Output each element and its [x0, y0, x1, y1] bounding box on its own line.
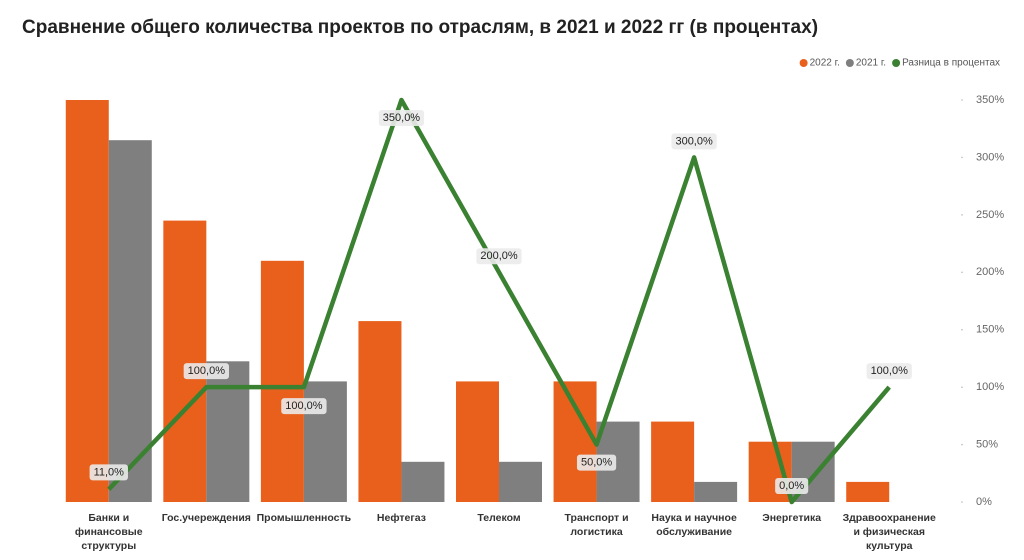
bar: [651, 421, 695, 502]
tick-mark: [961, 99, 963, 101]
data-label-text: 200,0%: [480, 250, 518, 262]
data-label-bg: [671, 133, 717, 150]
y2-tick-label: 250%: [976, 209, 1004, 221]
data-label-text: 50,0%: [581, 456, 612, 468]
x-tick-label: Наука и научное обслуживание: [651, 512, 737, 538]
x-tick-label: Здравоохранение и физическая культура: [842, 512, 936, 552]
data-label-bg: [89, 464, 128, 481]
legend-label[interactable]: Разница в процентах: [902, 58, 1000, 69]
legend-marker: [892, 59, 901, 67]
data-label: 100,0%: [866, 363, 912, 380]
bar: [401, 461, 445, 502]
y2-tick-label: 0%: [976, 496, 992, 508]
data-label-text: 0,0%: [779, 480, 804, 492]
data-label-text: 11,0%: [94, 466, 125, 478]
tick-mark: [961, 443, 963, 446]
y2-tick-label: 50%: [976, 438, 998, 450]
y2-tick-label: 350%: [976, 94, 1004, 106]
bar: [846, 481, 890, 502]
data-label-text: 300,0%: [675, 135, 713, 147]
x-tick-label: Телеком: [477, 512, 521, 524]
y2-tick-label: 150%: [976, 324, 1004, 336]
data-label-bg: [378, 110, 425, 126]
data-label: 200,0%: [476, 248, 522, 265]
data-label: 350,0%: [378, 110, 425, 126]
bar: [456, 381, 499, 502]
data-label-bg: [576, 454, 617, 471]
bar: [694, 481, 738, 502]
tick-mark: [961, 501, 963, 503]
data-label-text: 100,0%: [188, 365, 226, 377]
bar: [499, 461, 542, 502]
legend-label[interactable]: 2022 г.: [810, 58, 840, 69]
data-label: 300,0%: [671, 133, 717, 150]
bar: [65, 100, 109, 502]
data-label: 100,0%: [183, 363, 229, 380]
data-label-bg: [775, 478, 809, 494]
bar: [163, 220, 207, 502]
line: [107, 97, 891, 505]
data-label-bg: [476, 248, 522, 265]
bar: [260, 260, 304, 502]
tick-mark: [961, 328, 963, 331]
data-label: 50,0%: [576, 454, 617, 471]
chart-title: Сравнение общего количества проектов по …: [22, 17, 818, 38]
x-tick-label: Банки и финансовые структуры: [74, 512, 143, 552]
x-tick-label: Транспорт и логистика: [564, 512, 629, 538]
x-tick-label: Промышленность: [256, 512, 352, 524]
data-label: 0,0%: [775, 478, 809, 494]
data-label-bg: [281, 398, 327, 415]
x-tick-label: Нефтегаз: [376, 512, 426, 524]
data-label-bg: [183, 363, 229, 380]
data-label-text: 100,0%: [871, 365, 909, 377]
bar: [206, 361, 250, 502]
bar: [553, 381, 597, 502]
tick-mark: [961, 386, 963, 388]
data-label: 100,0%: [281, 398, 327, 415]
tick-mark: [961, 156, 963, 159]
tick-mark: [961, 271, 963, 274]
tick-mark: [961, 214, 963, 216]
data-label: 11,0%: [89, 464, 128, 481]
legend-marker: [845, 59, 854, 67]
y2-tick-label: 100%: [976, 381, 1004, 393]
data-label-bg: [866, 363, 912, 380]
bar: [358, 321, 402, 502]
bar: [108, 140, 152, 502]
y2-tick-label: 200%: [976, 266, 1004, 278]
data-label-text: 350,0%: [383, 112, 421, 124]
data-label-text: 100,0%: [285, 400, 323, 412]
y2-tick-label: 300%: [976, 151, 1004, 163]
legend-marker: [799, 59, 808, 67]
x-tick-label: Гос.учереждения: [161, 512, 251, 524]
x-tick-label: Энергетика: [762, 512, 822, 524]
legend-label[interactable]: 2021 г.: [856, 58, 886, 69]
